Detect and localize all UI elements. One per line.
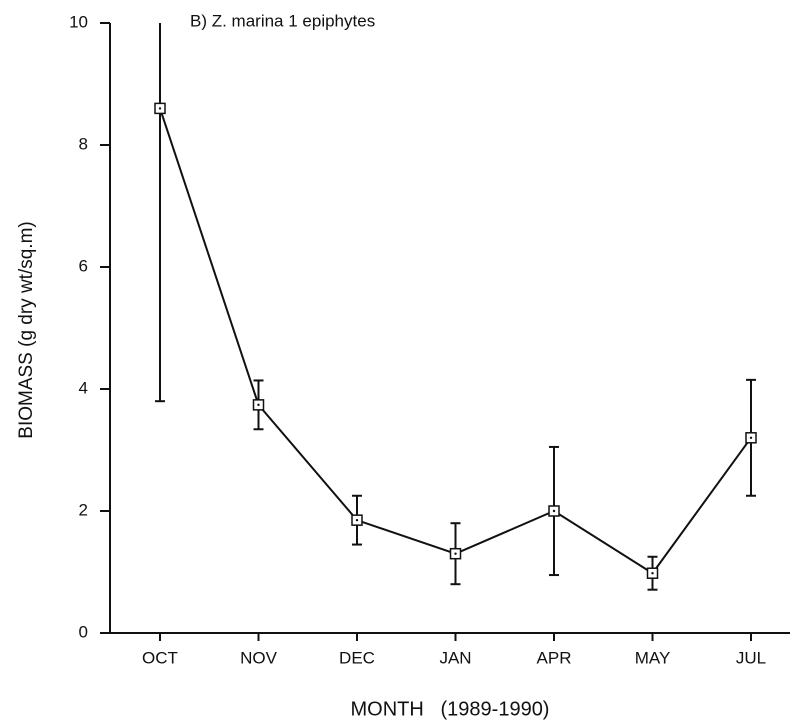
x-axis-label: MONTH (1989-1990) xyxy=(351,698,550,720)
marker-dot xyxy=(158,107,162,110)
x-tick-label: DEC xyxy=(339,648,375,667)
marker-dot xyxy=(257,403,260,407)
marker-dot xyxy=(454,552,457,555)
y-axis-label: BIOMASS (g dry wt/sq.m) xyxy=(16,221,37,438)
x-tick-label: OCT xyxy=(142,648,178,667)
y-tick-label: 2 xyxy=(79,500,88,519)
plot-area xyxy=(154,23,757,591)
marker-dot xyxy=(651,572,654,575)
error-bar xyxy=(155,23,165,403)
x-tick-label: JAN xyxy=(439,648,471,667)
x-tick-label: NOV xyxy=(240,648,278,667)
x-tick-label: MAY xyxy=(635,648,671,667)
marker-dot xyxy=(355,518,359,522)
y-tick-label: 0 xyxy=(79,622,88,641)
y-tick-label: 6 xyxy=(79,256,88,275)
y-tick-label: 8 xyxy=(79,134,88,153)
chart-title: B) Z. marina 1 epiphytes xyxy=(190,11,375,30)
y-tick-label: 10 xyxy=(69,12,88,31)
y-tick-label: 4 xyxy=(79,378,88,397)
marker-dot xyxy=(749,436,753,439)
data-line xyxy=(159,108,752,575)
x-tick-label: APR xyxy=(537,648,572,667)
marker-dot xyxy=(552,509,556,513)
x-tick-label: JUL xyxy=(736,648,766,667)
